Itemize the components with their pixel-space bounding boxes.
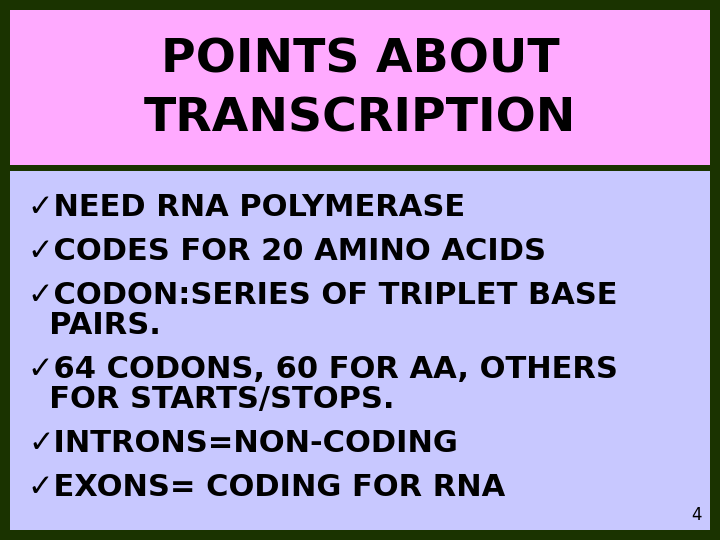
Text: ✓NEED RNA POLYMERASE: ✓NEED RNA POLYMERASE [28, 193, 465, 222]
Text: ✓64 CODONS, 60 FOR AA, OTHERS: ✓64 CODONS, 60 FOR AA, OTHERS [28, 355, 618, 384]
Text: POINTS ABOUT: POINTS ABOUT [161, 37, 559, 82]
Bar [10, 171, 710, 530]
Text: FOR STARTS/STOPS.: FOR STARTS/STOPS. [28, 385, 395, 414]
Text: ✓CODES FOR 20 AMINO ACIDS: ✓CODES FOR 20 AMINO ACIDS [28, 237, 546, 266]
Text: ✓CODON:SERIES OF TRIPLET BASE: ✓CODON:SERIES OF TRIPLET BASE [28, 281, 618, 310]
Bar [10, 10, 710, 165]
Text: ✓EXONS= CODING FOR RNA: ✓EXONS= CODING FOR RNA [28, 473, 505, 502]
Text: PAIRS.: PAIRS. [28, 311, 161, 340]
Text: ✓INTRONS=NON-CODING: ✓INTRONS=NON-CODING [28, 429, 458, 458]
Text: TRANSCRIPTION: TRANSCRIPTION [144, 96, 576, 141]
Text: 4: 4 [691, 506, 702, 524]
